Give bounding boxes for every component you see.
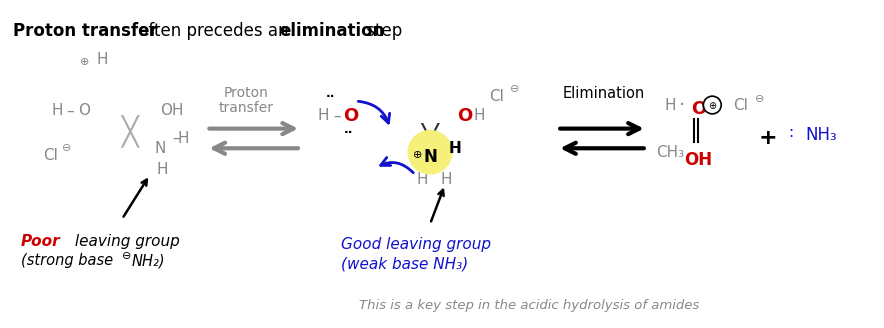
Text: This is a key step in the acidic hydrolysis of amides: This is a key step in the acidic hydroly… [359, 299, 699, 312]
Text: ⊖: ⊖ [755, 94, 765, 104]
Text: Proton transfer: Proton transfer [12, 22, 157, 40]
Text: H: H [317, 108, 329, 123]
Text: O: O [690, 100, 706, 118]
Circle shape [704, 96, 721, 114]
Text: H: H [416, 172, 428, 187]
Text: H: H [473, 108, 484, 123]
Text: (strong base: (strong base [20, 254, 118, 268]
Text: +: + [758, 129, 777, 149]
Text: elimination: elimination [279, 22, 385, 40]
Text: –: – [66, 103, 74, 118]
Text: O: O [457, 107, 472, 125]
Text: transfer: transfer [218, 101, 274, 115]
Text: H: H [156, 162, 168, 177]
Text: Cl: Cl [43, 148, 58, 163]
Text: OH: OH [160, 103, 183, 118]
Text: –: – [333, 108, 340, 123]
Text: H: H [448, 141, 461, 156]
Text: Proton: Proton [224, 86, 269, 100]
Text: Elimination: Elimination [563, 86, 645, 101]
Text: (weak base NH₃): (weak base NH₃) [340, 256, 468, 271]
Text: OH: OH [684, 151, 713, 169]
Text: ··: ·· [326, 90, 335, 103]
Text: ⊖: ⊖ [62, 143, 71, 153]
Text: Cl: Cl [489, 89, 504, 104]
Text: Good leaving group: Good leaving group [340, 237, 491, 252]
Text: Poor: Poor [20, 234, 60, 249]
Text: H: H [51, 103, 63, 118]
Text: N: N [423, 148, 437, 166]
Text: often precedes an: often precedes an [133, 22, 293, 40]
Text: NH₂): NH₂) [132, 254, 165, 268]
Text: ··: ·· [344, 126, 354, 139]
Text: ⊖: ⊖ [510, 84, 519, 94]
Text: ╳: ╳ [122, 114, 139, 147]
Text: ⊕: ⊕ [708, 101, 716, 111]
Text: ⊖: ⊖ [122, 251, 132, 260]
Text: NH₃: NH₃ [805, 127, 837, 145]
Text: N: N [154, 141, 165, 156]
Text: leaving group: leaving group [71, 234, 180, 249]
Text: Cl: Cl [733, 98, 748, 113]
Circle shape [408, 131, 452, 174]
Text: ⊕: ⊕ [80, 57, 89, 67]
Text: H: H [178, 131, 189, 146]
Text: ╳: ╳ [422, 122, 438, 155]
Text: ·: · [680, 96, 686, 115]
Text: :: : [789, 125, 793, 140]
Text: H: H [665, 98, 676, 113]
Text: –: – [171, 131, 179, 146]
Text: step: step [361, 22, 401, 40]
Text: H: H [96, 52, 108, 67]
Text: ⊕: ⊕ [414, 150, 423, 160]
Text: CH₃: CH₃ [657, 145, 684, 160]
Text: H: H [440, 172, 452, 187]
Text: O: O [343, 107, 358, 125]
Text: O: O [79, 103, 90, 118]
